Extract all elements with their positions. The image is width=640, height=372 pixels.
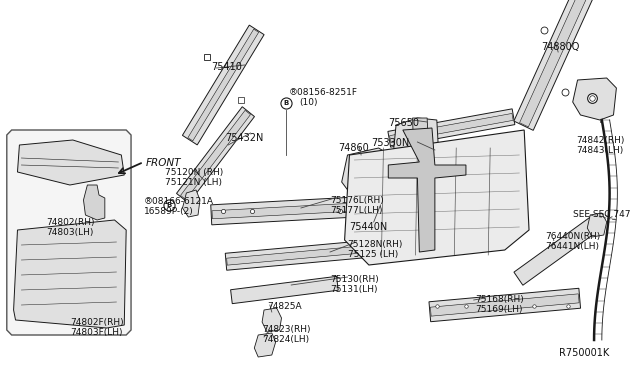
Polygon shape [182,25,264,145]
Text: B: B [284,100,289,106]
Polygon shape [514,0,593,130]
Text: 75125 (LH): 75125 (LH) [348,250,398,259]
Text: (10): (10) [299,98,317,107]
Text: 75128N(RH): 75128N(RH) [348,240,403,249]
Polygon shape [212,201,390,219]
Text: 75120N (RH): 75120N (RH) [165,168,223,177]
Text: 74803F(LH): 74803F(LH) [70,328,122,337]
Text: 74825A: 74825A [267,302,301,311]
Polygon shape [385,141,518,169]
Text: 74860: 74860 [338,143,369,153]
Polygon shape [188,29,259,141]
Polygon shape [573,78,616,120]
Polygon shape [413,118,431,198]
Text: 75130(RH): 75130(RH) [330,275,379,284]
Text: 16589P-(2): 16589P-(2) [143,207,193,216]
Text: 75131(LH): 75131(LH) [330,285,378,294]
Text: 74802F(RH): 74802F(RH) [70,318,124,327]
Polygon shape [13,220,126,328]
Polygon shape [393,118,439,170]
Text: 76441N(LH): 76441N(LH) [545,242,600,251]
Polygon shape [431,294,579,316]
Text: 74823(RH): 74823(RH) [262,325,310,334]
Text: SEE SEC.747: SEE SEC.747 [573,210,630,219]
Text: ®08156-8251F: ®08156-8251F [288,88,357,97]
Polygon shape [182,190,200,217]
Polygon shape [390,113,513,142]
Polygon shape [211,195,391,225]
Polygon shape [83,185,105,220]
Polygon shape [357,175,417,222]
Polygon shape [342,148,393,195]
Polygon shape [7,130,131,335]
Text: 75650: 75650 [388,118,419,128]
Text: 75176L(RH): 75176L(RH) [330,196,384,205]
Text: 74880Q: 74880Q [541,42,580,52]
Text: B: B [166,202,172,208]
Text: 75177L(LH): 75177L(LH) [330,206,383,215]
Polygon shape [383,137,520,174]
Polygon shape [588,213,607,237]
Polygon shape [388,128,466,252]
Text: 74802(RH): 74802(RH) [47,218,95,227]
Polygon shape [254,333,276,357]
Polygon shape [262,308,282,332]
Polygon shape [180,110,250,200]
Polygon shape [177,107,255,203]
Text: 74824(LH): 74824(LH) [262,335,309,344]
Text: 75121N (LH): 75121N (LH) [165,178,222,187]
Polygon shape [225,240,376,270]
Text: 75440N: 75440N [349,222,388,232]
Text: 76440N(RH): 76440N(RH) [545,232,601,241]
Text: 74843(LH): 74843(LH) [577,146,624,155]
Polygon shape [230,276,338,304]
Text: 75169(LH): 75169(LH) [476,305,523,314]
Text: 74842(RH): 74842(RH) [577,136,625,145]
Polygon shape [520,0,587,127]
Polygon shape [514,215,602,285]
Text: 75432N: 75432N [225,133,264,143]
Text: 74803(LH): 74803(LH) [47,228,94,237]
Polygon shape [17,140,124,185]
Polygon shape [388,109,515,147]
Text: R750001K: R750001K [559,348,610,358]
Text: 75410: 75410 [212,62,243,72]
Text: 75330N: 75330N [371,138,409,148]
Text: FRONT: FRONT [146,158,181,168]
Polygon shape [429,288,580,322]
Text: 75168(RH): 75168(RH) [476,295,524,304]
Text: ®08166-6121A: ®08166-6121A [143,197,214,206]
Polygon shape [344,130,529,265]
Polygon shape [227,245,375,265]
